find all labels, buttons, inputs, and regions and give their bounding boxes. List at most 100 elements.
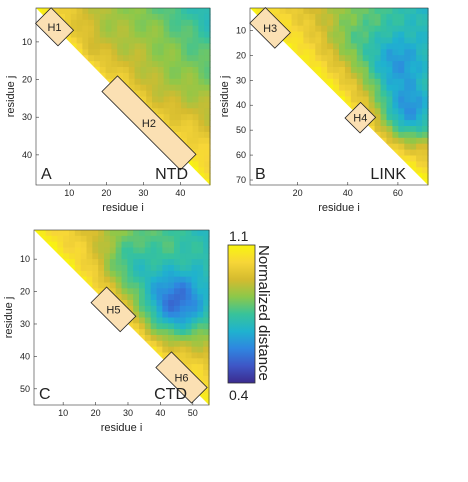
helix-box xyxy=(101,75,197,171)
heatmap-cell xyxy=(117,25,124,33)
heatmap-cell xyxy=(386,72,393,80)
heatmap-cell xyxy=(104,235,111,243)
heatmap-cell xyxy=(197,247,204,254)
heatmap-cell xyxy=(109,241,117,249)
heatmap-cell xyxy=(133,282,140,289)
heatmap-cell xyxy=(191,329,198,336)
heatmap-cell xyxy=(179,346,187,354)
heatmap-cell xyxy=(344,49,352,56)
heatmap-cell xyxy=(139,282,146,289)
heatmap-cell xyxy=(144,335,152,342)
panel-c-ctd-heatmap: H5 H6 10 20 30 40 50 10 20 30 40 50 residue i residue… xyxy=(3,229,210,434)
heatmap-cell xyxy=(157,61,165,68)
heatmap-cell xyxy=(144,259,152,266)
heatmap-cell xyxy=(179,247,187,254)
heatmap-cell xyxy=(327,49,334,56)
heatmap-cell xyxy=(115,253,123,260)
heatmap-cell xyxy=(59,8,66,15)
heatmap-cell xyxy=(362,90,370,98)
heatmap-cell xyxy=(422,161,429,168)
heatmap-cell xyxy=(380,31,388,39)
heatmap-cell xyxy=(134,8,141,15)
heatmap-cell xyxy=(185,305,193,313)
heatmap-cell xyxy=(157,102,165,109)
heatmap-cell xyxy=(374,72,382,80)
heatmap-cell xyxy=(374,96,382,103)
heatmap-cell xyxy=(333,8,340,15)
heatmap-cell xyxy=(315,72,322,80)
heatmap-cell xyxy=(186,67,194,74)
heatmap-cell xyxy=(333,90,340,98)
heatmap-cell xyxy=(191,323,198,330)
heatmap-cell xyxy=(422,114,429,121)
heatmap-cell xyxy=(105,13,112,21)
heatmap-cell xyxy=(203,305,210,313)
helix-label: H4 xyxy=(353,113,367,125)
heatmap-cell xyxy=(146,43,153,50)
tick-labels: 20 40 60 10 20 30 40 50 60 70 xyxy=(236,25,403,198)
heatmap-cell xyxy=(181,61,188,68)
heatmap-cell xyxy=(168,300,175,307)
heatmap-cell xyxy=(57,230,64,237)
heatmap-cell xyxy=(98,282,105,289)
heatmap-cell xyxy=(422,143,429,151)
heatmap-cell xyxy=(203,259,210,266)
heatmap-cell xyxy=(203,335,210,342)
heatmap-cell xyxy=(162,288,169,295)
heatmap-cell xyxy=(169,55,176,62)
heatmap-cell xyxy=(191,305,198,313)
heatmap-cell xyxy=(339,8,346,15)
heatmap-cell xyxy=(57,235,64,243)
heatmap-cell xyxy=(175,49,182,56)
heatmap-cell xyxy=(374,108,382,115)
heatmap-cell xyxy=(150,241,158,249)
heatmap-cell xyxy=(416,19,423,27)
heatmap-cell xyxy=(422,120,429,127)
heatmap-cell xyxy=(321,43,328,50)
heatmap-cell xyxy=(197,370,204,377)
heatmap-cell xyxy=(169,120,176,127)
heatmap-cell xyxy=(198,31,205,39)
heatmap-cell xyxy=(99,31,107,39)
heatmap-cell xyxy=(198,55,205,62)
heatmap-cell xyxy=(422,55,429,62)
heatmap-cell xyxy=(192,90,199,98)
heatmap-cell xyxy=(150,305,158,313)
heatmap-cell xyxy=(157,114,165,121)
heatmap-cell xyxy=(181,90,188,98)
heatmap-cell xyxy=(192,13,199,21)
heatmap-cell xyxy=(321,49,328,56)
heatmap-cell xyxy=(168,346,175,354)
heatmap-cell xyxy=(350,84,358,92)
heatmap-cell xyxy=(163,72,170,80)
heatmap-cell xyxy=(197,305,204,313)
heatmap-cell xyxy=(127,288,134,295)
heatmap-cell xyxy=(392,108,399,115)
heatmap-cell xyxy=(157,37,165,44)
heatmap-cell xyxy=(392,143,399,151)
heatmap-cell xyxy=(392,25,399,33)
heatmap-cell xyxy=(404,108,411,115)
heatmap-cell xyxy=(109,288,117,295)
heatmap-cell xyxy=(380,67,388,74)
heatmap-cell xyxy=(139,270,146,278)
heatmap-cell xyxy=(92,276,99,284)
x-tick-label: 10 xyxy=(64,188,74,198)
heatmap-cell xyxy=(169,102,176,109)
panel-a-ntd-heatmap: H1 H2 10 20 30 40 10 20 30 40 residue i residue j A N… xyxy=(5,7,211,214)
heatmap-cell xyxy=(140,61,147,68)
heatmap-cell xyxy=(152,25,159,33)
heatmap-cell xyxy=(192,43,199,50)
heatmap-cell xyxy=(185,340,193,348)
heatmap-cell xyxy=(404,155,411,162)
heatmap-cell xyxy=(386,43,393,50)
heatmap-cell xyxy=(203,294,210,301)
heatmap-cell xyxy=(181,108,188,115)
heatmap-cell xyxy=(179,358,187,365)
heatmap-cell xyxy=(174,294,181,301)
heatmap-cell xyxy=(380,120,388,127)
heatmap-cell xyxy=(168,335,175,342)
heatmap-cell xyxy=(380,19,388,27)
heatmap-cell xyxy=(197,270,204,278)
heatmap-cell xyxy=(86,235,93,243)
